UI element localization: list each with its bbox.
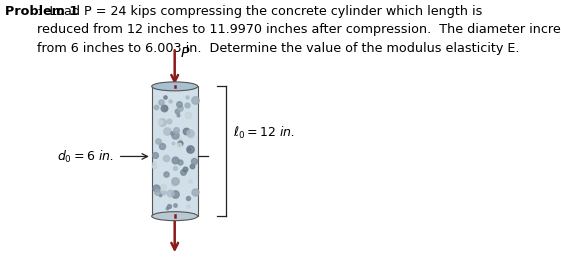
Text: Problem 1: Problem 1 [6,5,79,17]
Text: $P$: $P$ [180,46,190,60]
Text: :  Load P = 24 kips compressing the concrete cylinder which length is
reduced fr: : Load P = 24 kips compressing the concr… [38,5,561,55]
Ellipse shape [151,212,197,221]
Bar [151,86,197,216]
Ellipse shape [151,82,197,91]
Text: $d_0 = 6$ in.: $d_0 = 6$ in. [57,149,114,164]
Text: $\ell_0= 12$ in.: $\ell_0= 12$ in. [233,125,295,141]
